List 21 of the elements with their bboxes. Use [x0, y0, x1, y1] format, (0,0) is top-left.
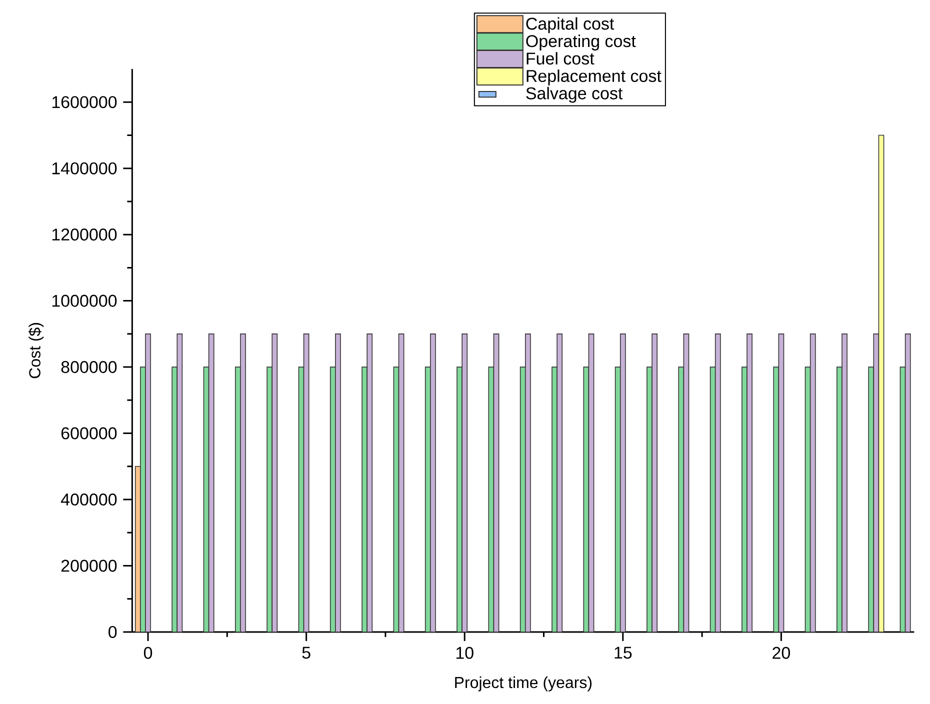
- legend-label: Salvage cost: [526, 86, 623, 103]
- y-tick-label: 600000: [61, 427, 117, 440]
- y-tick-label: 1000000: [52, 294, 117, 307]
- legend-label: Operating cost: [526, 34, 636, 51]
- legend-label: Capital cost: [526, 17, 614, 34]
- x-axis-title: Project time (years): [455, 676, 592, 692]
- y-tick-label: 0: [108, 626, 117, 638]
- legend-label: Replacement cost: [526, 70, 662, 86]
- y-tick-label: 1600000: [52, 96, 117, 108]
- y-tick-label: 800000: [61, 361, 117, 374]
- x-tick-label: 15: [614, 646, 632, 659]
- x-tick-label: 0: [144, 646, 152, 659]
- y-tick-label: 1200000: [52, 228, 117, 241]
- y-axis-title: Cost ($): [28, 323, 44, 378]
- y-tick-label: 1400000: [52, 162, 117, 174]
- y-tick-label: 200000: [61, 560, 117, 572]
- x-tick-label: 20: [772, 646, 790, 659]
- legend-label: Fuel cost: [526, 52, 594, 65]
- y-tick-label: 400000: [60, 493, 117, 506]
- x-tick-label: 10: [456, 646, 474, 659]
- x-tick-label: 5: [302, 646, 310, 659]
